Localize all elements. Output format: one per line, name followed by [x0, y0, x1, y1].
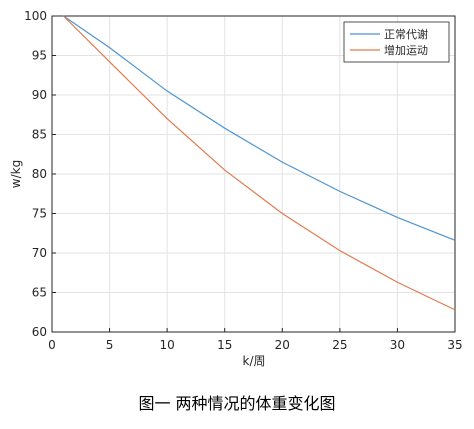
- x-tick-label: 0: [48, 338, 56, 352]
- y-tick-label: 80: [32, 167, 47, 181]
- caption: 图一 两种情况的体重变化图: [138, 394, 335, 413]
- y-tick-label: 95: [32, 49, 47, 63]
- x-tick-label: 30: [390, 338, 405, 352]
- data-line: [63, 15, 456, 311]
- y-axis-label: w/kg: [9, 160, 23, 188]
- data-line: [63, 15, 456, 241]
- x-tick-label: 35: [447, 338, 462, 352]
- x-tick-label: 25: [332, 338, 347, 352]
- x-tick-label: 5: [106, 338, 114, 352]
- x-tick-label: 10: [160, 338, 175, 352]
- legend-box: [343, 21, 450, 63]
- plot-frame: [51, 15, 456, 333]
- x-axis-label: k/周: [243, 354, 266, 368]
- y-tick-label: 75: [32, 207, 47, 221]
- legend-label: 正常代谢: [384, 27, 428, 41]
- x-tick-label: 20: [275, 338, 290, 352]
- legend-label: 增加运动: [384, 43, 428, 57]
- y-tick-label: 90: [32, 88, 47, 102]
- y-tick-label: 65: [32, 286, 47, 300]
- y-tick-label: 70: [32, 246, 47, 260]
- x-tick-label: 15: [217, 338, 232, 352]
- y-tick-label: 85: [32, 128, 47, 142]
- y-tick-label: 100: [24, 9, 47, 23]
- y-tick-label: 60: [32, 325, 47, 339]
